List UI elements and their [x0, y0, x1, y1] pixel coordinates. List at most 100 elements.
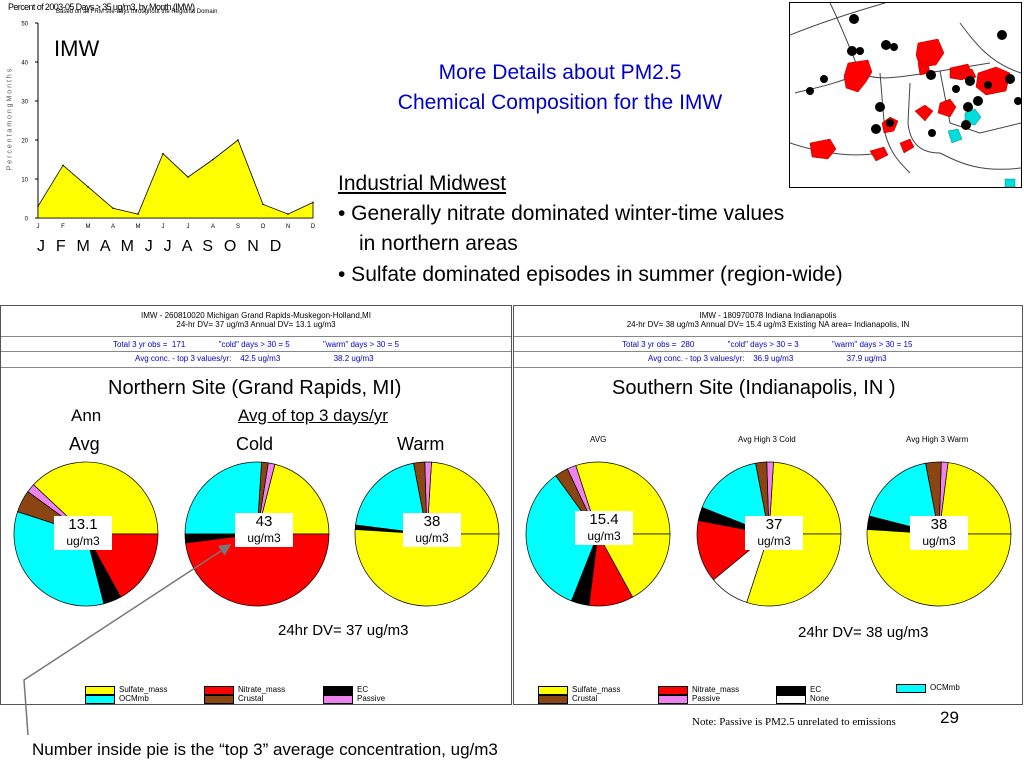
- north-avg-text: Avg conc. - top 3 values/yr: 42.5 ug/m3 …: [135, 354, 374, 363]
- y-tick-label: 50: [21, 22, 28, 28]
- north-pie-unit-warm: ug/m3: [415, 531, 449, 545]
- data-point: [137, 213, 139, 215]
- footnote: Number inside pie is the “top 3” average…: [32, 740, 498, 759]
- south-pie-value-cold: 37: [765, 516, 783, 533]
- pie-slice-sulfate: [354, 529, 500, 607]
- x-tick-label: F: [61, 224, 65, 230]
- south-label-warm: Avg High 3 Warm: [906, 435, 969, 444]
- slide-title-line1: More Details about PM2.5: [438, 61, 682, 84]
- legend-label-crustal: Crustal: [572, 694, 598, 703]
- south-header-line1: IMW - 180970078 Indiana Indianapolis: [699, 311, 837, 320]
- x-tick-label: J: [162, 224, 165, 230]
- legend-swatch-crustal: [204, 695, 234, 704]
- legend-label-nitrate: Nitrate_mass: [238, 685, 286, 694]
- legend-label-passive: Passive: [357, 694, 386, 703]
- y-tick-label: 40: [21, 61, 28, 67]
- legend-swatch-sulfate: [85, 686, 115, 695]
- y-tick-label: 30: [21, 100, 28, 106]
- x-tick-label: D: [311, 224, 316, 230]
- north-pie-unit-avg: ug/m3: [66, 534, 100, 548]
- slide-title: More Details about PM2.5 Chemical Compos…: [340, 58, 780, 118]
- south-label-avg: AVG: [590, 435, 607, 444]
- south-header-line2: 24-hr DV= 38 ug/m3 Annual DV= 15.4 ug/m3…: [626, 320, 910, 329]
- legend-swatch-nitrate: [204, 686, 234, 695]
- monthly-area-chart: 0 10 20 30 40 50 J F M A M J J A S O N D: [21, 22, 316, 231]
- bullet-heading: Industrial Midwest: [338, 172, 507, 195]
- pie-slice-ocm: [525, 475, 599, 602]
- legend-swatch-passive: [658, 695, 688, 704]
- legend-swatch-nitrate: [658, 686, 688, 695]
- x-tick-label: M: [86, 224, 91, 230]
- south-pie-unit-cold: ug/m3: [757, 534, 791, 548]
- data-point: [187, 176, 189, 178]
- south-obs-text: Total 3 yr obs = 280 "cold" days > 30 = …: [622, 340, 913, 349]
- data-point: [62, 164, 64, 167]
- south-pie-value-warm: 38: [930, 516, 948, 533]
- monthly-chart-title: Percent of 2003-05 Days > 35 ug/m3, by M…: [8, 2, 195, 12]
- north-pie-unit-cold: ug/m3: [247, 531, 281, 545]
- south-pie-label-warm: 38 ug/m3: [910, 516, 968, 550]
- north-pie-label-cold: 43 ug/m3: [235, 513, 293, 547]
- monthly-chart: Percent of 2003-05 Days > 35 ug/m3, by M…: [0, 0, 330, 260]
- data-point: [237, 139, 239, 141]
- south-pie-label-cold: 37 ug/m3: [745, 516, 803, 550]
- data-point: [37, 205, 39, 208]
- legend-swatch-crustal: [538, 695, 568, 704]
- region-map-graphic: [790, 3, 1021, 187]
- data-point: [162, 152, 164, 155]
- x-tick-label: O: [261, 224, 266, 230]
- monthly-chart-subtitle: Based on all FRM site-days throughout th…: [56, 9, 218, 15]
- page-number: 29: [940, 708, 959, 727]
- south-label-cold: Avg High 3 Cold: [738, 435, 796, 444]
- north-pie-value-cold: 43: [255, 513, 273, 530]
- data-point: [87, 186, 89, 188]
- legend-swatch-passive: [323, 695, 353, 704]
- legend-swatch-ec: [776, 686, 806, 695]
- south-pie-unit-warm: ug/m3: [922, 534, 956, 548]
- x-tick-label: S: [236, 224, 240, 230]
- legend-label-sulfate: Sulfate_mass: [119, 685, 168, 694]
- pie-chart: [525, 461, 671, 607]
- bullet-line-1: • Generally nitrate dominated winter-tim…: [338, 202, 785, 225]
- legend-label-none: None: [810, 694, 830, 703]
- legend-label-crustal: Crustal: [238, 694, 264, 703]
- south-dv-text: 24hr DV= 38 ug/m3: [798, 624, 929, 641]
- y-tick-label: 20: [21, 139, 28, 145]
- pie-slice-sulfate: [597, 533, 671, 598]
- south-panel: IMW - 180970078 Indiana Indianapolis 24-…: [513, 305, 1023, 705]
- x-tick-label: N: [286, 224, 290, 230]
- bullet-line-3: • Sulfate dominated episodes in summer (…: [338, 263, 843, 286]
- north-pie-value-warm: 38: [423, 513, 441, 530]
- north-site-title: Northern Site (Grand Rapids, MI): [108, 377, 402, 399]
- north-header: IMW - 260810020 Michigan Grand Rapids-Mu…: [1, 311, 511, 329]
- pie-slice-sulfate: [33, 461, 159, 535]
- north-legend: Sulfate_mass Nitrate_mass EC OCMmb Crustal Pa…: [1, 684, 511, 704]
- south-header: IMW - 180970078 Indiana Indianapolis 24-…: [514, 311, 1022, 329]
- x-tick-label: J: [187, 224, 190, 230]
- site-map: [789, 2, 1022, 188]
- x-tick-label: A: [111, 224, 115, 230]
- monthly-chart-label: IMW: [54, 36, 100, 61]
- x-tick-label: J: [37, 224, 40, 230]
- legend-label-sulfate: Sulfate_mass: [572, 685, 621, 694]
- data-point: [212, 158, 214, 161]
- pie-slice-sulfate: [866, 529, 1012, 607]
- north-pie-value-avg: 13.1: [68, 516, 98, 533]
- legend-swatch-ocm: [896, 684, 926, 693]
- north-dv-text: 24hr DV= 37 ug/m3: [278, 622, 409, 639]
- note-passive: Note: Passive is PM2.5 unrelated to emis…: [692, 716, 896, 728]
- north-warm-label: Warm: [397, 434, 445, 454]
- south-pie-label-avg: 15.4 ug/m3: [575, 511, 633, 545]
- south-pie-value-avg: 15.4: [589, 511, 619, 528]
- south-pie-charts: [525, 461, 1012, 607]
- legend-label-passive: Passive: [692, 694, 721, 703]
- data-point: [312, 201, 314, 204]
- south-pie-unit-avg: ug/m3: [587, 529, 621, 543]
- north-cold-label: Cold: [236, 434, 274, 454]
- data-point: [112, 207, 114, 210]
- north-avg-top3-label: Avg of top 3 days/yr: [238, 406, 388, 425]
- legend-label-ocm: OCMmb: [119, 694, 149, 703]
- south-site-title: Southern Site (Indianapolis, IN ): [612, 377, 896, 399]
- y-tick-label: 0: [25, 217, 29, 223]
- north-header-line1: IMW - 260810020 Michigan Grand Rapids-Mu…: [141, 311, 371, 320]
